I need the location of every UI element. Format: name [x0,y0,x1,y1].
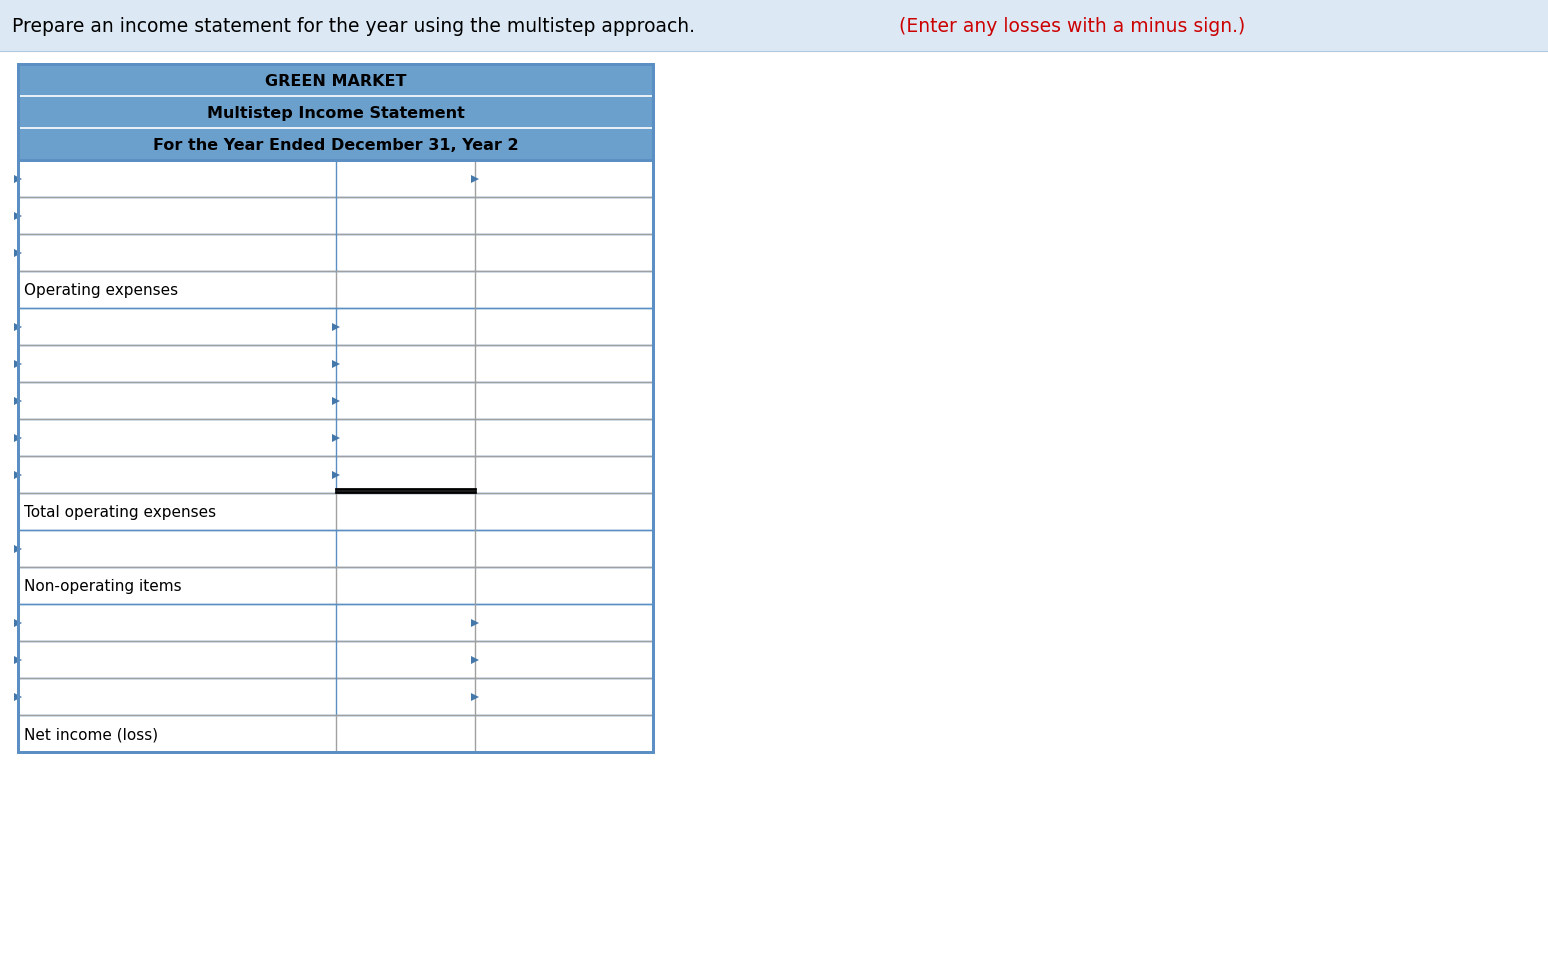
Bar [19,346,653,382]
Text: Prepare an income statement for the year using the multistep approach.: Prepare an income statement for the year… [12,16,695,36]
Bar [19,160,653,752]
Bar [19,567,653,604]
Bar [19,456,653,494]
Bar [19,420,653,456]
Text: Net income (loss): Net income (loss) [25,727,158,741]
Bar [19,198,653,234]
Bar [19,234,653,272]
Bar [19,530,653,567]
Bar [19,604,653,641]
Bar [19,65,653,97]
Bar [19,129,653,160]
Text: For the Year Ended December 31, Year 2: For the Year Ended December 31, Year 2 [153,137,519,153]
Bar [19,641,653,678]
Bar [19,160,653,198]
Bar [19,715,653,752]
Text: Operating expenses: Operating expenses [25,283,178,298]
Bar [19,65,653,752]
Text: Non-operating items: Non-operating items [25,579,181,593]
Bar [19,65,653,160]
Bar [19,678,653,715]
Bar [19,382,653,420]
Bar [19,97,653,129]
Bar [19,494,653,530]
Text: Multistep Income Statement: Multistep Income Statement [206,106,464,120]
Bar [0,0,1548,52]
Text: (Enter any losses with a minus sign.): (Enter any losses with a minus sign.) [893,16,1246,36]
Text: Total operating expenses: Total operating expenses [25,505,217,520]
Bar [19,272,653,308]
Bar [19,308,653,346]
Text: GREEN MARKET: GREEN MARKET [265,73,406,88]
